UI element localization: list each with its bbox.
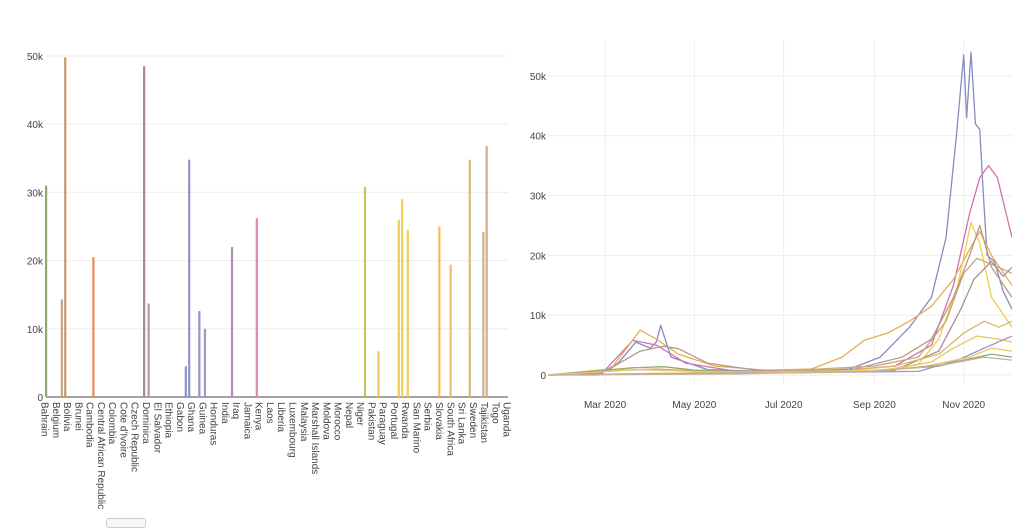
line-series — [548, 230, 1012, 376]
bar-xtick-label: El Salvador — [151, 402, 162, 454]
bar-xtick-label: South Africa — [444, 402, 455, 456]
line-ytick-label: 30k — [530, 192, 547, 203]
bar-xtick-label: India — [219, 402, 230, 424]
bar-xtick-label: Guinea — [196, 402, 207, 435]
bar-xtick-label: Cote d'Ivoire — [117, 402, 128, 458]
line-series — [548, 347, 1012, 376]
bar-ytick-label: 50k — [27, 52, 44, 63]
bar — [449, 264, 452, 397]
bar — [401, 199, 404, 397]
line-xtick-label: Jul 2020 — [765, 400, 803, 411]
bar — [184, 366, 187, 397]
bar-xtick-label: Nepal — [343, 402, 354, 428]
bar-xtick-label: Rwanda — [399, 402, 410, 439]
line-ytick-label: 40k — [530, 132, 547, 143]
bar-xtick-label: Czech Republic — [129, 402, 140, 472]
line-series-group — [548, 51, 1012, 376]
bar — [203, 328, 207, 397]
bar-xtick-label: Honduras — [208, 402, 219, 445]
line-ytick-label: 20k — [530, 251, 547, 262]
bar — [485, 146, 488, 397]
line-chart: Mar 2020 May 2020 Jul 2020 Sep 2020 Nov 2020… — [530, 40, 1012, 411]
bar-xtick-label: Central African Republic — [95, 402, 106, 509]
bar-xtick-label: Bolivia — [61, 402, 72, 432]
line-series — [548, 356, 1012, 376]
bar-xtick-label: Gabon — [174, 402, 185, 432]
bar — [468, 159, 471, 397]
bar-xtick-label: Serbia — [422, 402, 433, 431]
bar — [438, 226, 441, 397]
bar — [397, 219, 400, 397]
bar-xtick-label: Morocco — [332, 402, 343, 441]
bar-xtick-label: Colombia — [106, 402, 117, 445]
bar-xtick-label: Niger — [354, 402, 365, 427]
bar-xtick-label: Liberia — [275, 402, 286, 432]
bar-xtick-label: Iraq — [230, 402, 241, 419]
bar-xtick-label: Sweden — [467, 402, 478, 438]
line-ytick-label: 10k — [530, 311, 547, 322]
bar-xtick-label: Malaysia — [298, 402, 309, 442]
bar-xtick-label: Brunei — [72, 402, 83, 431]
bar — [92, 257, 95, 397]
bar — [230, 246, 234, 397]
bar-ytick-label: 0 — [37, 393, 43, 404]
bar-xtick-label: Portugal — [388, 402, 399, 439]
bar-xtick-label: Ghana — [185, 402, 196, 432]
bar — [198, 311, 201, 397]
bar-xtick-label: Uganda — [501, 402, 512, 437]
scrollbar-handle[interactable] — [106, 518, 146, 528]
line-xtick-label: Nov 2020 — [942, 400, 985, 411]
bar-xtick-label: Tajikistan — [478, 402, 489, 443]
bar-ytick-label: 10k — [27, 325, 44, 336]
bar — [482, 231, 485, 397]
bar-ytick-label: 30k — [27, 188, 44, 199]
bar-xtick-label: Moldova — [320, 402, 331, 440]
bar-xtick-label: Laos — [264, 402, 275, 424]
line-series — [548, 164, 1012, 376]
bar — [60, 299, 63, 397]
bar-xtick-label: Kenya — [253, 402, 264, 431]
line-series — [548, 224, 1012, 376]
line-xtick-label: Mar 2020 — [584, 400, 627, 411]
bar-chart: 0 10k 20k 30k 40k 50k Bahrain Belgium Bolivia Bru… — [27, 52, 512, 509]
bar-xtick-label: Ethiopia — [163, 402, 174, 439]
bar-xtick-label: Sri Lanka — [456, 402, 467, 445]
bar-xtick-label: Dominica — [140, 402, 151, 444]
bar-xtick-label: San Marino — [410, 402, 421, 454]
bar — [143, 66, 146, 397]
bar-xtick-label: Togo — [489, 402, 500, 424]
bar-xtick-label: Jamaica — [241, 402, 252, 440]
bar — [255, 218, 258, 397]
bar-xtick-label: Paraguay — [377, 402, 388, 445]
bar-xtick-label: Bahrain — [39, 402, 50, 436]
bar-ytick-label: 20k — [27, 257, 44, 268]
bar-xtick-label: Cambodia — [84, 402, 95, 448]
bar — [45, 185, 48, 397]
bar-ytick-label: 40k — [27, 120, 44, 131]
bar — [363, 186, 367, 397]
bar-xtick-label: Marshall Islands — [309, 402, 320, 474]
bar-xtick-label: Slovakia — [433, 402, 444, 440]
line-series — [548, 221, 1012, 376]
line-ytick-label: 50k — [530, 72, 547, 83]
bar — [188, 159, 191, 397]
bar — [64, 57, 67, 397]
bar — [406, 229, 409, 397]
bar — [147, 303, 150, 397]
line-xtick-label: Sep 2020 — [853, 400, 896, 411]
line-ytick-label: 0 — [540, 371, 546, 382]
bar — [377, 351, 380, 397]
bar-xtick-label: Pakistan — [365, 402, 376, 440]
bar-xtick-label: Luxembourg — [286, 402, 297, 458]
line-xtick-label: May 2020 — [672, 400, 716, 411]
bar-xtick-label: Belgium — [50, 402, 61, 438]
